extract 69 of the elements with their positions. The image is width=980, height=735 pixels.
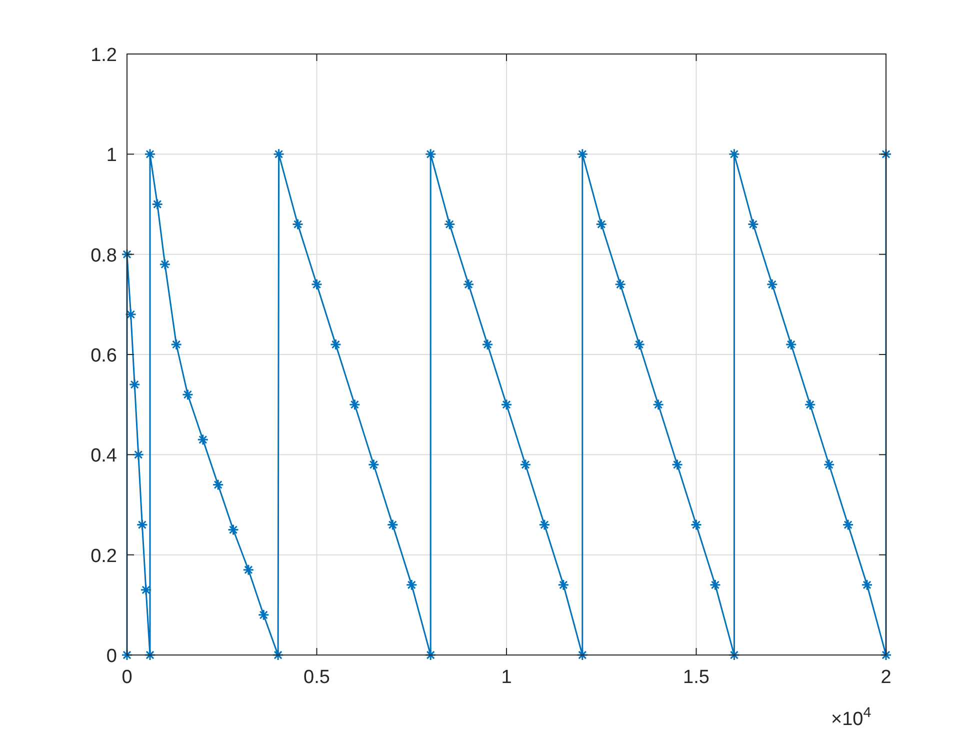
point <box>368 458 380 470</box>
point <box>140 584 152 596</box>
point <box>197 434 209 446</box>
x-tick-label: 1.5 <box>683 667 710 688</box>
point <box>170 338 182 350</box>
point <box>182 388 194 400</box>
y-tick-label: 0.4 <box>90 446 118 467</box>
point <box>212 478 224 490</box>
point <box>880 148 892 160</box>
point <box>785 338 797 350</box>
x-tick-label: 1 <box>501 667 512 688</box>
point <box>444 218 456 230</box>
y-tick-label: 0.6 <box>90 346 117 366</box>
point <box>500 398 512 410</box>
y-tick-label: 0.8 <box>90 245 117 266</box>
point <box>159 258 171 270</box>
y-tick-label: 1.2 <box>90 45 117 66</box>
point <box>709 579 721 591</box>
point <box>823 458 835 470</box>
point <box>728 148 740 160</box>
point <box>272 649 284 661</box>
point <box>690 519 702 531</box>
point <box>596 218 608 230</box>
point <box>538 519 550 531</box>
point <box>125 308 137 320</box>
x-tick-label: 0 <box>122 667 132 688</box>
point <box>747 218 759 230</box>
point <box>614 278 626 290</box>
point <box>861 579 873 591</box>
y-tick-label: 0 <box>106 646 117 667</box>
point <box>121 649 133 661</box>
point <box>424 148 436 160</box>
point <box>766 278 778 290</box>
point <box>144 649 156 661</box>
point <box>462 278 474 290</box>
point <box>136 519 148 531</box>
point <box>406 579 418 591</box>
point <box>520 458 532 470</box>
point <box>482 338 494 350</box>
x-tick-label: 2 <box>880 667 892 688</box>
point <box>880 649 892 661</box>
point <box>132 448 144 460</box>
point <box>386 519 398 531</box>
point <box>842 519 854 531</box>
point <box>128 378 140 390</box>
point <box>330 338 342 350</box>
point <box>424 649 436 661</box>
point <box>576 649 588 661</box>
y-tick-label: 1 <box>106 145 117 166</box>
point <box>292 218 304 230</box>
text: ×10$^{4}$ <box>831 705 872 730</box>
point <box>152 198 164 210</box>
point <box>273 148 285 160</box>
point <box>348 398 360 410</box>
point <box>804 398 816 410</box>
point <box>728 649 740 661</box>
point <box>242 564 254 576</box>
point <box>634 338 646 350</box>
x-tick-label: 0.5 <box>304 667 330 688</box>
point <box>258 609 270 621</box>
point <box>558 579 570 591</box>
point <box>652 398 664 410</box>
y-tick-label: 0.2 <box>90 546 117 567</box>
point <box>121 248 133 260</box>
point <box>144 148 156 160</box>
point <box>576 148 588 160</box>
point <box>311 278 322 290</box>
point <box>672 458 684 470</box>
point <box>228 524 240 536</box>
